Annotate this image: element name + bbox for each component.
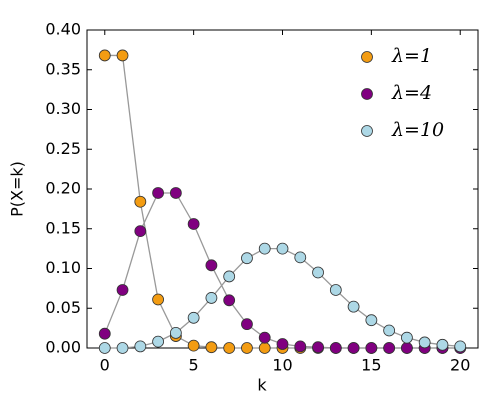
legend-marker [361,88,373,100]
legend-label: λ=10 [391,119,444,141]
data-point [294,251,307,264]
x-axis-label: k [257,376,267,395]
data-point [205,259,218,272]
y-tick-label: 0.10 [45,258,81,277]
series-line [104,192,461,349]
data-point [116,284,129,296]
data-point [205,341,218,354]
legend-marker [361,51,373,63]
y-tick-label: 0.20 [45,179,81,198]
data-point [134,195,147,208]
data-point [241,342,253,354]
data-point [187,311,200,324]
data-point [365,314,378,327]
data-point [329,284,342,296]
y-axis-label: P(X=k) [8,161,27,217]
data-point [134,225,147,238]
data-point [169,326,182,339]
data-point [258,242,271,255]
data-point [223,294,236,307]
data-point [98,49,111,62]
data-point [187,339,200,352]
x-tick-label: 0 [100,356,110,375]
x-tick-label: 5 [189,356,199,375]
data-point [276,242,289,255]
data-point [98,327,111,340]
legend-label: λ=1 [391,45,432,67]
data-point [294,340,307,353]
data-point [134,340,147,353]
data-point [169,187,182,199]
data-point [152,187,164,199]
data-point [329,342,342,354]
data-point [418,336,431,349]
data-point [116,342,129,354]
data-point [312,341,324,354]
data-point [436,338,449,351]
data-point [241,318,253,331]
data-point [258,342,271,354]
y-tick-label: 0.35 [45,59,81,78]
data-point [383,342,396,354]
legend-marker [361,125,373,137]
y-tick-label: 0.40 [45,20,81,39]
data-point [365,342,378,354]
data-point [187,218,200,230]
data-point [347,300,360,313]
data-point [312,266,324,279]
y-tick-label: 0.00 [45,338,81,357]
y-tick-label: 0.05 [45,298,81,317]
data-point [401,331,413,344]
data-point [241,252,253,265]
data-point [205,292,218,304]
data-point [223,270,236,283]
x-tick-label: 10 [272,356,292,375]
y-tick-label: 0.25 [45,139,81,158]
data-point [401,342,413,354]
plot-frame [86,29,479,349]
data-point [454,340,467,353]
data-point [152,293,164,306]
data-point [383,324,396,337]
data-point [223,342,236,354]
data-point [116,49,129,62]
data-point [152,335,164,348]
data-point [98,342,111,354]
x-tick-label: 20 [450,356,470,375]
y-tick-label: 0.30 [45,99,81,118]
data-point [347,342,360,354]
data-point [258,331,271,344]
x-tick-label: 15 [361,356,381,375]
data-point [276,338,289,350]
y-tick-label: 0.15 [45,218,81,237]
legend-label: λ=4 [391,82,432,104]
